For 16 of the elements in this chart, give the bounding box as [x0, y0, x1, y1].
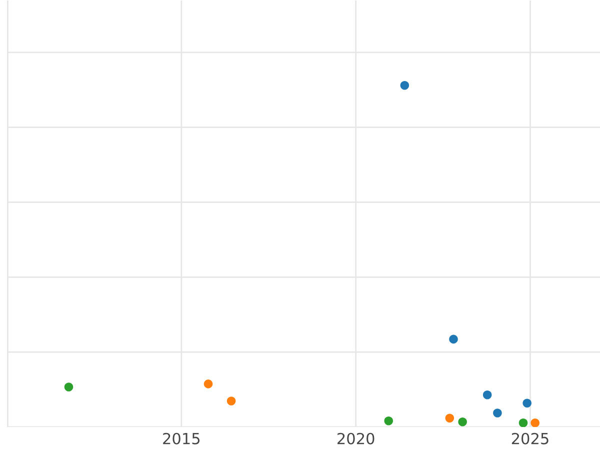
- point: [449, 334, 458, 344]
- x-tick-label: 2015: [163, 432, 200, 444]
- point: [400, 80, 410, 90]
- x-tick-label: 2025: [512, 432, 548, 444]
- point: [482, 390, 492, 400]
- point: [226, 396, 236, 406]
- point: [384, 416, 394, 426]
- point: [518, 418, 528, 427]
- point: [493, 408, 502, 418]
- point: [445, 414, 454, 423]
- point: [64, 382, 74, 392]
- point: [458, 417, 467, 426]
- point: [204, 380, 213, 388]
- point: [530, 418, 540, 427]
- x-tick-label: 2020: [338, 432, 374, 444]
- point: [522, 398, 532, 408]
